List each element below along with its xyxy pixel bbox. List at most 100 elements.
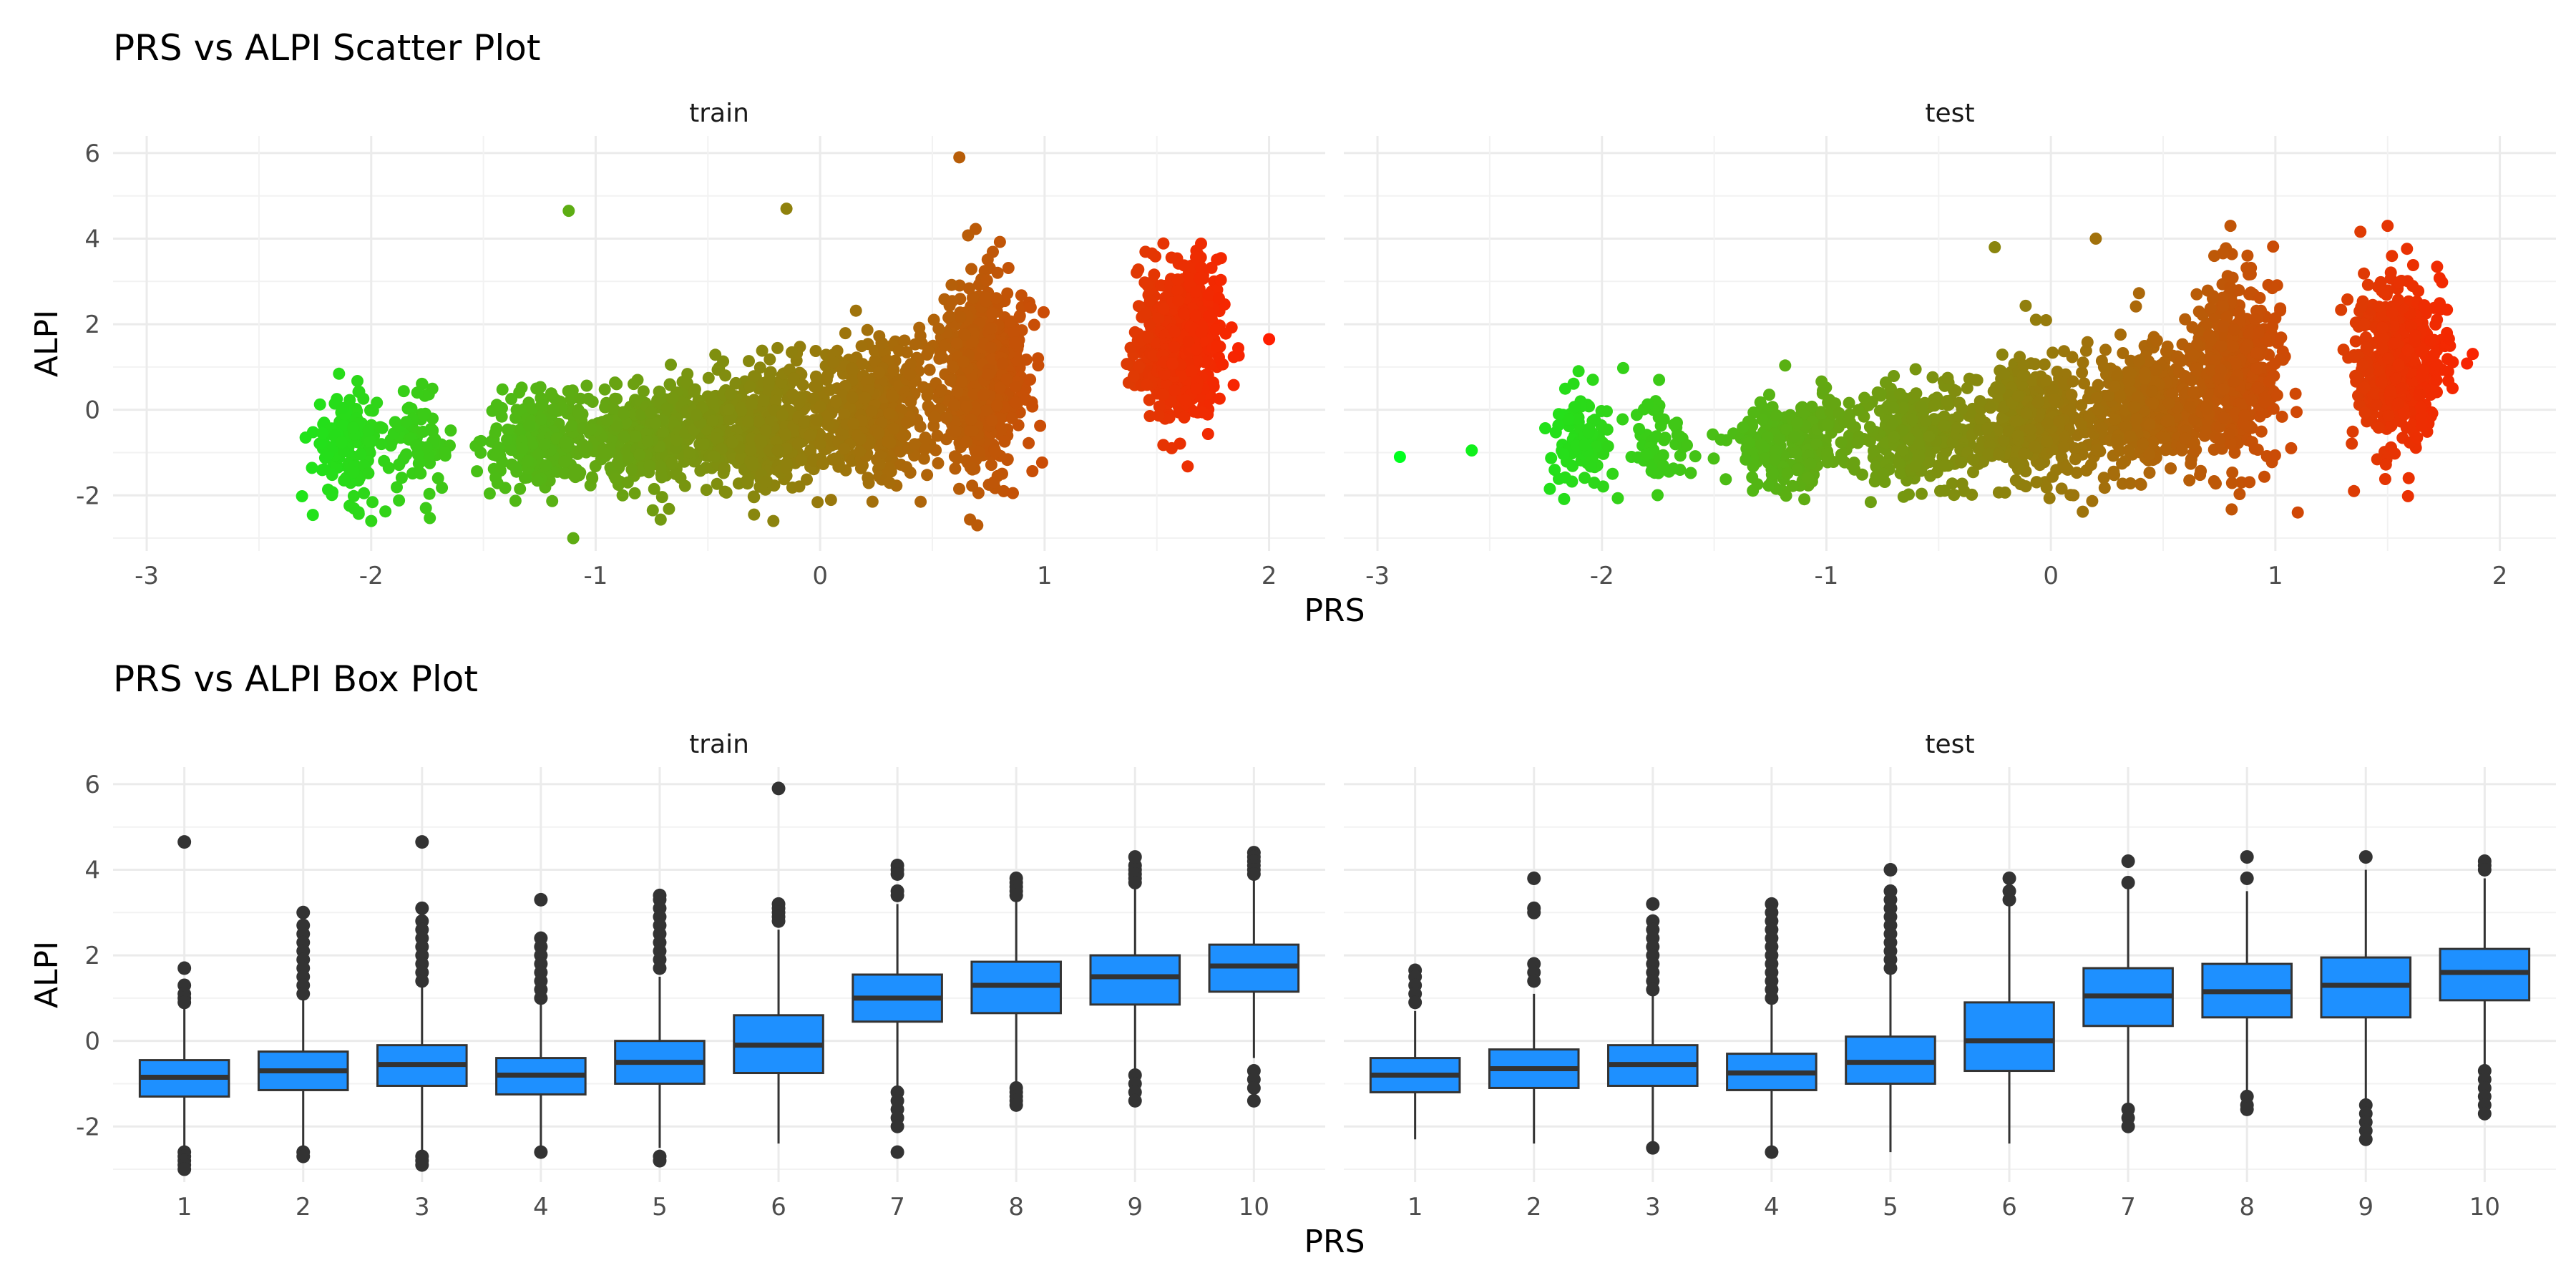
scatter-train-x-tick-label: -2 <box>359 562 384 590</box>
scatter-test-point <box>2034 459 2046 472</box>
scatter-test-point <box>1781 467 1794 479</box>
scatter-train-point <box>763 367 776 380</box>
scatter-test-point <box>1938 419 1951 432</box>
scatter-test-point <box>1714 433 1727 446</box>
scatter-train-point <box>980 291 992 303</box>
scatter-train-point <box>509 461 522 473</box>
scatter-train-point <box>410 439 423 452</box>
scatter-train-point <box>444 424 457 437</box>
scatter-test-point <box>2077 505 2089 518</box>
scatter-train-point <box>748 508 761 521</box>
scatter-test-point <box>1616 413 1629 426</box>
scatter-train-point <box>814 400 826 413</box>
scatter-train-point <box>1143 294 1156 307</box>
scatter-train-point <box>883 407 896 420</box>
scatter-train-point <box>335 436 348 449</box>
scatter-train-point <box>720 486 733 499</box>
scatter-test-point <box>1941 395 1953 407</box>
scatter-train-point <box>900 346 913 358</box>
scatter-test-point <box>2111 369 2124 382</box>
scatter-train-point <box>637 385 650 398</box>
scatter-test-point <box>2041 417 2054 430</box>
scatter-test-point <box>1956 402 1968 415</box>
scatter-train-point <box>1190 343 1203 356</box>
scatter-train-point <box>633 448 646 461</box>
scatter-train-point <box>1156 388 1169 401</box>
scatter-train-point <box>982 368 995 381</box>
scatter-train-point <box>646 504 659 517</box>
scatter-train-point <box>955 375 968 388</box>
scatter-train-point <box>769 394 782 407</box>
scatter-train-x-tick-label: 2 <box>1262 562 1277 590</box>
scatter-test-point <box>2132 287 2145 300</box>
scatter-test-point <box>2048 394 2061 406</box>
scatter-train-point <box>944 374 957 387</box>
scatter-train-point <box>351 375 364 387</box>
scatter-train-point <box>742 415 754 428</box>
scatter-test-point <box>1557 448 1570 461</box>
scatter-train-point <box>965 413 977 426</box>
scatter-train-point <box>313 398 326 411</box>
scatter-train-point <box>1157 303 1170 315</box>
scatter-train-point <box>953 151 966 164</box>
scatter-test-point <box>2253 291 2266 304</box>
scatter-train-point <box>724 388 737 401</box>
scatter-train-point <box>581 441 594 454</box>
scatter-test-point <box>1916 487 1928 500</box>
scatter-train-point <box>954 311 967 323</box>
scatter-test-point <box>1893 387 1906 400</box>
scatter-train-point <box>540 459 552 472</box>
scatter-train-point <box>645 406 658 419</box>
scatter-train-point <box>1028 318 1040 331</box>
scatter-test-point <box>2011 429 2024 442</box>
scatter-test-point <box>2039 374 2052 387</box>
scatter-train-point <box>998 435 1011 448</box>
scatter-test-point <box>2057 441 2070 454</box>
scatter-train-point <box>1216 358 1229 371</box>
scatter-train-point <box>702 371 715 384</box>
scatter-train-point <box>654 460 667 473</box>
scatter-train-point <box>338 474 351 487</box>
scatter-train-point <box>985 341 997 354</box>
scatter-test-point <box>2084 459 2097 472</box>
scatter-test-point <box>1601 440 1614 453</box>
scatter-test-point <box>2145 385 2158 398</box>
scatter-train-point <box>947 361 960 374</box>
scatter-train-x-tick-label: -1 <box>584 562 608 590</box>
scatter-train-point <box>967 424 980 437</box>
scatter-test-point <box>1863 421 1876 434</box>
scatter-test-point <box>2116 457 2128 470</box>
scatter-train-point <box>865 405 878 418</box>
scatter-train-point <box>1127 370 1140 383</box>
scatter-test-point <box>1852 404 1865 416</box>
scatter-train-point <box>1263 333 1276 346</box>
scatter-train-point <box>710 432 723 445</box>
scatter-train-point <box>960 436 972 449</box>
scatter-test-point <box>2226 467 2239 479</box>
scatter-train-point <box>741 473 754 486</box>
scatter-test-point <box>2124 430 2137 443</box>
scatter-train-point <box>663 502 675 515</box>
scatter-train-point <box>1035 456 1048 469</box>
scatter-train-point <box>708 450 721 463</box>
scatter-train-point <box>424 512 436 525</box>
scatter-train-point <box>1178 411 1191 424</box>
scatter-train-point <box>940 411 952 424</box>
scatter-train-point <box>953 482 965 495</box>
scatter-test-point <box>1877 467 1890 480</box>
scatter-train-point <box>914 495 927 508</box>
scatter-train-point <box>735 452 748 464</box>
scatter-test-point <box>1582 426 1595 439</box>
scatter-train-point <box>756 344 769 357</box>
scatter-train-point <box>625 463 638 476</box>
scatter-test-point <box>2250 362 2263 375</box>
scatter-train-point <box>776 409 789 421</box>
scatter-train-point <box>439 446 452 459</box>
scatter-train-point <box>821 369 834 381</box>
scatter-train-point <box>759 424 772 436</box>
scatter-train-point <box>562 385 575 398</box>
scatter-train-point <box>793 480 806 493</box>
scatter-train-point <box>1152 409 1165 422</box>
scatter-test-point <box>1835 436 1848 449</box>
